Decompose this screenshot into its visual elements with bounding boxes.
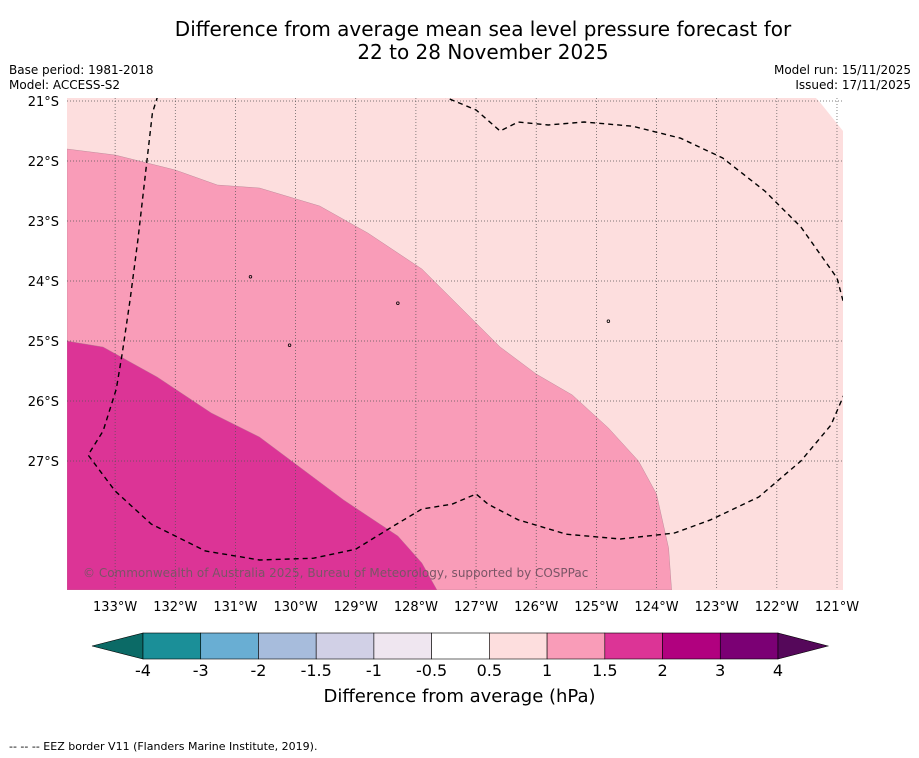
colorbar-tick-label: 3 bbox=[715, 661, 725, 680]
lon-label: 131°W bbox=[213, 600, 257, 615]
colorbar-segment bbox=[546, 632, 606, 660]
colorbar-tick-label: -1.5 bbox=[301, 661, 332, 680]
colorbar-segment bbox=[200, 632, 259, 660]
lon-label: 126°W bbox=[514, 600, 558, 615]
colorbar-tick-label: -0.5 bbox=[416, 661, 447, 680]
eez-border bbox=[87, 98, 843, 561]
colorbar-tick-label: -1 bbox=[366, 661, 382, 680]
colorbar-tick-label: -4 bbox=[135, 661, 151, 680]
eez-footnote: -- -- -- EEZ border V11 (Flanders Marine… bbox=[9, 740, 318, 753]
meta-left: Base period: 1981-2018 Model: ACCESS-S2 bbox=[9, 63, 154, 93]
colorbar-over-arrow bbox=[777, 632, 830, 660]
issued-date: Issued: 17/11/2025 bbox=[795, 78, 911, 92]
colorbar-segment bbox=[258, 632, 317, 660]
island-marker bbox=[606, 319, 611, 323]
colorbar-tick-label: 2 bbox=[657, 661, 667, 680]
lat-label: 22°S bbox=[28, 155, 59, 170]
chart-title: Difference from average mean sea level p… bbox=[0, 18, 919, 64]
colorbar-tick-label: 1 bbox=[542, 661, 552, 680]
lon-label: 133°W bbox=[93, 600, 137, 615]
colorbar-title: Difference from average (hPa) bbox=[323, 686, 596, 707]
colorbar-segment bbox=[662, 632, 721, 660]
lon-label: 124°W bbox=[634, 600, 678, 615]
lat-label: 26°S bbox=[28, 395, 59, 410]
lon-label: 127°W bbox=[454, 600, 498, 615]
lat-label: 24°S bbox=[28, 275, 59, 290]
model-run: Model run: 15/11/2025 bbox=[773, 63, 911, 77]
colorbar-tick-label: 4 bbox=[773, 661, 783, 680]
model-name: Model: ACCESS-S2 bbox=[9, 78, 121, 92]
colorbar-tick-label: -2 bbox=[250, 661, 266, 680]
copyright-text: © Commonwealth of Australia 2025, Bureau… bbox=[83, 566, 588, 580]
lat-label: 25°S bbox=[28, 335, 59, 350]
island-marker bbox=[287, 343, 292, 347]
base-period: Base period: 1981-2018 bbox=[9, 63, 154, 77]
colorbar-under-arrow bbox=[91, 632, 144, 660]
colorbar-segment bbox=[142, 632, 202, 660]
island-marker bbox=[396, 301, 400, 305]
lat-label: 23°S bbox=[28, 215, 59, 230]
lon-label: 123°W bbox=[695, 600, 739, 615]
colorbar-segment bbox=[489, 632, 548, 660]
title-line-2: 22 to 28 November 2025 bbox=[357, 40, 609, 64]
colorbar-segment bbox=[373, 632, 432, 660]
lon-label: 129°W bbox=[334, 600, 378, 615]
lon-label: 125°W bbox=[574, 600, 618, 615]
lat-label: 27°S bbox=[28, 455, 59, 470]
colorbar-segment bbox=[431, 632, 490, 660]
colorbar-segment bbox=[719, 632, 779, 660]
island-marker bbox=[248, 275, 253, 279]
lon-label: 132°W bbox=[153, 600, 197, 615]
lon-label: 122°W bbox=[755, 600, 799, 615]
title-line-1: Difference from average mean sea level p… bbox=[174, 17, 792, 41]
lon-label: 128°W bbox=[394, 600, 438, 615]
lon-label: 121°W bbox=[815, 600, 859, 615]
colorbar-tick-label: 1.5 bbox=[592, 661, 617, 680]
colorbar-tick-label: 0.5 bbox=[477, 661, 502, 680]
colorbar-tick-label: -3 bbox=[193, 661, 209, 680]
pressure-zone-below-0.5 bbox=[815, 98, 843, 131]
lon-label: 130°W bbox=[274, 600, 318, 615]
map-canvas: 133°W 132°W 131°W 130°W 129°W 128°W 127°W 126°W… bbox=[28, 95, 860, 680]
lat-label: 21°S bbox=[28, 95, 59, 110]
colorbar-segment bbox=[604, 632, 663, 660]
colorbar-segment bbox=[315, 632, 375, 660]
meta-right: Model run: 15/11/2025 Issued: 17/11/2025 bbox=[774, 63, 911, 93]
